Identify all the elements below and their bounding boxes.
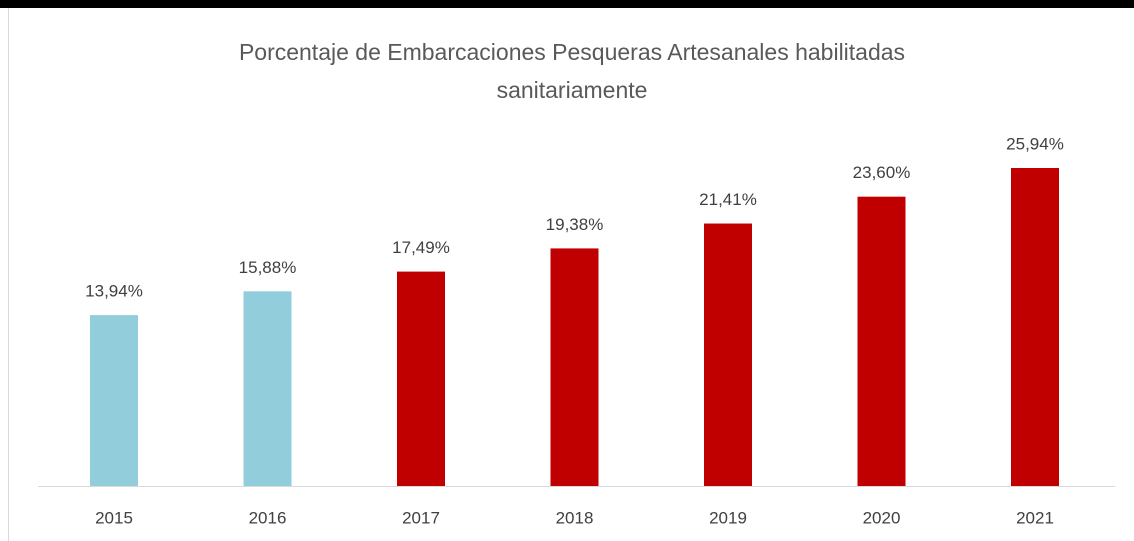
x-tick-label: 2017 bbox=[402, 508, 440, 527]
data-label: 25,94% bbox=[1006, 134, 1064, 153]
x-tick-label: 2015 bbox=[95, 508, 133, 527]
x-tick-label: 2019 bbox=[709, 508, 747, 527]
bar bbox=[857, 196, 906, 486]
x-tick-label: 2018 bbox=[556, 508, 594, 527]
data-label: 23,60% bbox=[853, 163, 911, 182]
data-label: 13,94% bbox=[85, 282, 143, 301]
chart-title: Porcentaje de Embarcaciones Pesqueras Ar… bbox=[238, 39, 906, 103]
bar bbox=[1011, 168, 1059, 486]
data-label: 21,41% bbox=[699, 190, 757, 209]
top-bar bbox=[0, 0, 1134, 8]
data-label: 15,88% bbox=[239, 258, 297, 277]
bar bbox=[243, 291, 292, 486]
x-tick-label: 2021 bbox=[1016, 508, 1054, 527]
border bbox=[8, 8, 9, 541]
bar bbox=[704, 223, 752, 486]
x-tick-label: 2020 bbox=[863, 508, 901, 527]
bar bbox=[550, 248, 599, 486]
x-tick-label: 2016 bbox=[249, 508, 287, 527]
bar bbox=[90, 315, 138, 486]
data-label: 17,49% bbox=[392, 238, 450, 257]
bar bbox=[397, 271, 445, 486]
data-label: 19,38% bbox=[546, 215, 604, 234]
